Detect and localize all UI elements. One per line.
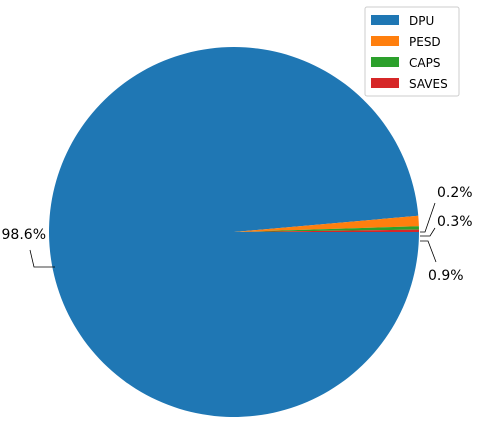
slice-label-dpu: 98.6% — [2, 227, 46, 243]
legend-label-dpu: DPU — [409, 14, 434, 28]
pie-slice-caps — [234, 226, 419, 232]
legend-swatch-saves — [371, 78, 399, 88]
leader-line-dpu — [29, 249, 55, 268]
legend-swatch-dpu — [371, 15, 399, 25]
leader-line-caps — [420, 227, 436, 237]
leader-lines — [29, 202, 437, 268]
slice-label-caps: 0.3% — [437, 214, 473, 230]
legend-label-pesd: PESD — [409, 35, 441, 49]
leader-line-saves — [420, 202, 436, 233]
legend-frame — [364, 6, 460, 97]
pie-slice-saves — [234, 229, 419, 232]
legend-swatch-pesd — [371, 36, 399, 46]
leader-line-pesd — [420, 240, 437, 263]
slice-label-pesd: 0.9% — [428, 268, 464, 284]
legend-label-saves: SAVES — [409, 77, 448, 91]
pie-slice-dpu — [49, 47, 419, 418]
slice-label-saves: 0.2% — [437, 185, 473, 201]
pie-slices — [49, 47, 419, 418]
legend-swatch-caps — [371, 57, 399, 67]
legend-label-caps: CAPS — [409, 56, 440, 70]
slice-labels: 98.6% 0.9% 0.3% 0.2% — [2, 185, 473, 284]
pie-slice-pesd — [234, 215, 419, 232]
legend: DPU PESD CAPS SAVES — [364, 6, 460, 97]
